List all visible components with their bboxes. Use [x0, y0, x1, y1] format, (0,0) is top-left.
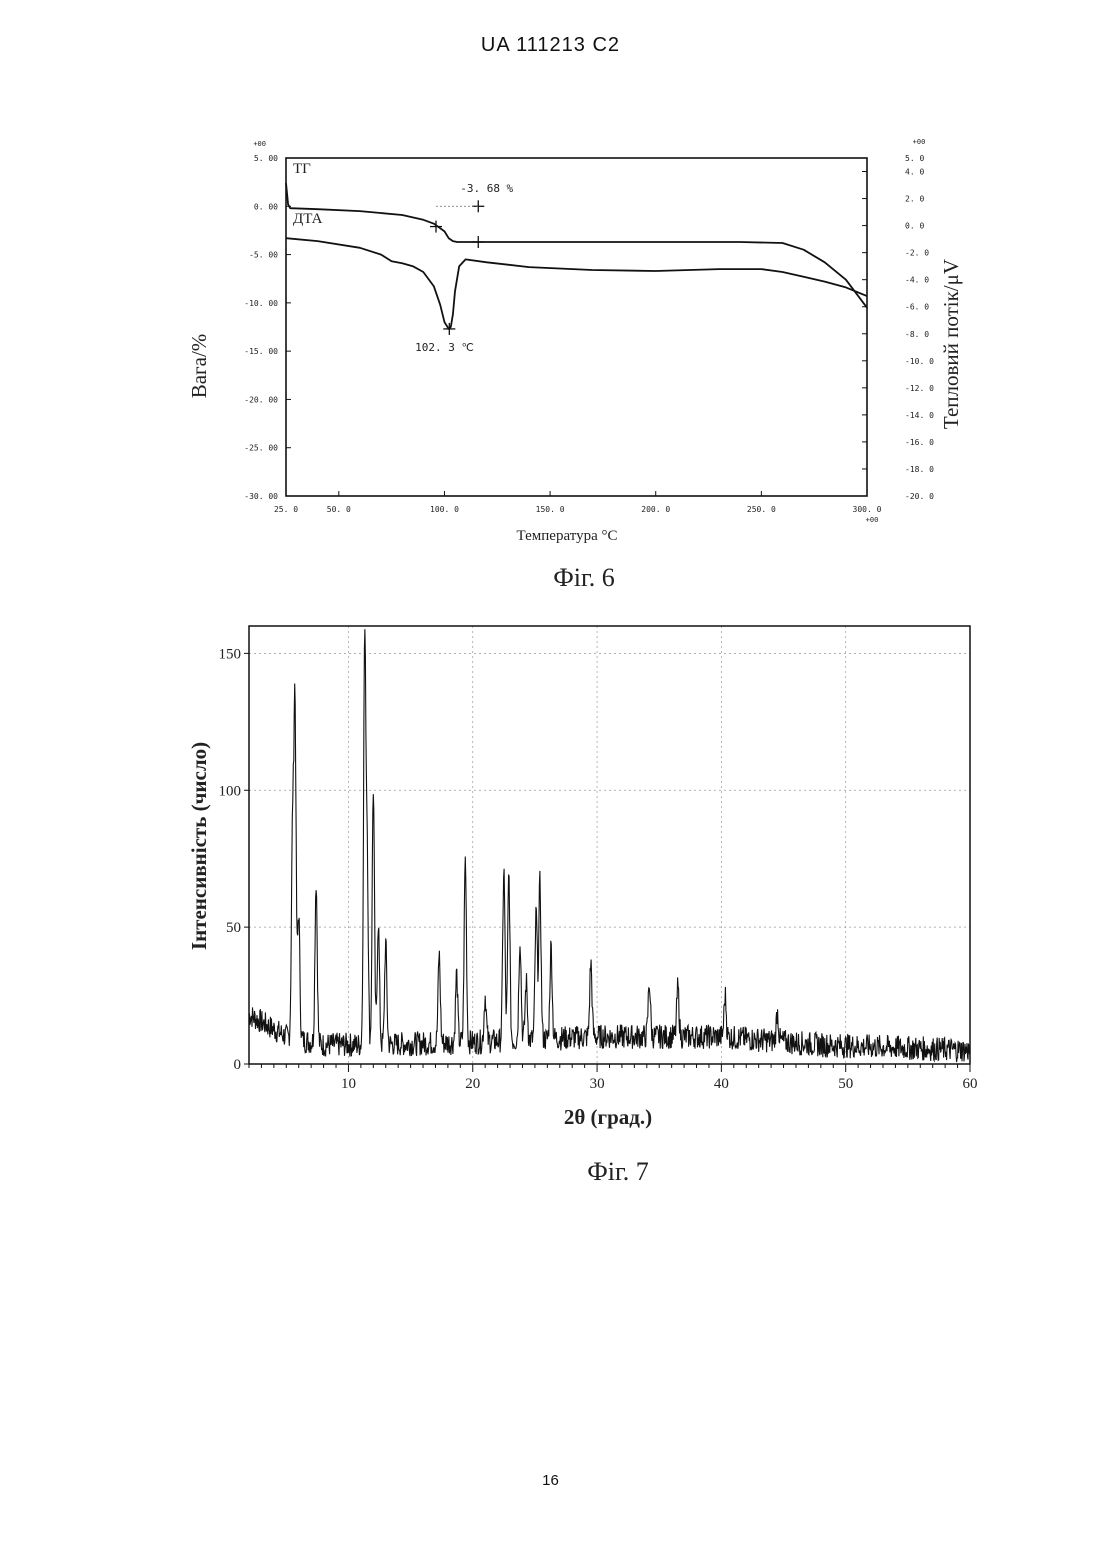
page-number: 16 [0, 1472, 1101, 1489]
x-tick-label: 150. 0 [536, 505, 565, 514]
x-tick-label: 30 [590, 1076, 605, 1092]
y-tick-label: 50 [226, 920, 241, 936]
x-tick-label: 50 [838, 1076, 853, 1092]
x-tick-label: 50. 0 [327, 505, 351, 514]
y-tick-label: 100 [219, 783, 242, 799]
xrd-chart: 10 20 30 40 50 60 0 50 100 150 Інтенсивність (чис… [0, 610, 1101, 1200]
y-right-tick-label: 4. 0 [905, 168, 924, 177]
mass-loss-annotation: -3. 68 % [460, 182, 513, 195]
y-axis-right-label: Тепловий потік/μV [939, 259, 963, 429]
xrd-pattern-line [249, 629, 970, 1062]
dta-series-label: ДТА [293, 211, 323, 227]
x-tick-label: 200. 0 [641, 505, 670, 514]
x-axis-label: 2θ (град.) [564, 1105, 652, 1129]
y-left-tick-label: -20. 00 [244, 395, 278, 404]
x-tick-label: 60 [963, 1076, 978, 1092]
x-tick-label: 300. 0 [853, 505, 882, 514]
y-axis-label: Інтенсивність (число) [187, 742, 211, 950]
y-left-tick-label: -30. 00 [244, 492, 278, 501]
y-tick-label: 0 [234, 1057, 242, 1073]
y-right-tick-label: 5. 0 [905, 154, 924, 163]
figure-6-caption: Фіг. 6 [553, 563, 615, 592]
tg-curve [286, 183, 867, 308]
y-right-tick-label: 2. 0 [905, 195, 924, 204]
document-header: UA 111213 C2 [0, 34, 1101, 57]
y-right-tick-label: -6. 0 [905, 303, 929, 312]
plot-frame [249, 626, 970, 1064]
x-tick-label: 20 [465, 1076, 480, 1092]
tg-series-label: ТГ [293, 161, 311, 177]
y-left-tick-label: -5. 00 [249, 251, 278, 260]
y-left-tick-label: 5. 00 [254, 154, 278, 163]
y-right-tick-label: 0. 0 [905, 222, 924, 231]
thermogram-chart: 25. 0 50. 0 100. 0 150. 0 200. 0 250. 0 300. 0… [0, 130, 1101, 610]
y-left-tick-label: 0. 00 [254, 202, 278, 211]
x-axis-label: Температура °С [517, 528, 618, 544]
x-tick-label: 40 [714, 1076, 729, 1092]
x-tick-label: 100. 0 [430, 505, 459, 514]
x-tick-label: 25. 0 [274, 505, 298, 514]
y-right-exponent-label: +00 [913, 138, 926, 146]
y-right-tick-label: -18. 0 [905, 465, 934, 474]
y-right-tick-label: -4. 0 [905, 276, 929, 285]
y-left-tick-label: -10. 00 [244, 299, 278, 308]
plot-frame [286, 158, 867, 496]
figure-7-caption: Фіг. 7 [587, 1157, 649, 1186]
y-right-tick-label: -2. 0 [905, 249, 929, 258]
y-right-tick-label: -14. 0 [905, 411, 934, 420]
y-left-tick-label: -25. 00 [244, 444, 278, 453]
dta-curve [286, 238, 867, 329]
y-right-tick-label: -20. 0 [905, 492, 934, 501]
y-axis-left-label: Вага/% [187, 334, 211, 399]
y-right-tick-label: -8. 0 [905, 330, 929, 339]
x-exponent-label: +00 [866, 516, 879, 524]
y-left-tick-label: -15. 00 [244, 347, 278, 356]
y-tick-label: 150 [219, 646, 242, 662]
x-tick-label: 250. 0 [747, 505, 776, 514]
y-right-tick-label: -12. 0 [905, 384, 934, 393]
x-tick-label: 10 [341, 1076, 356, 1092]
y-left-exponent-label: +00 [253, 140, 266, 148]
y-right-tick-label: -10. 0 [905, 357, 934, 366]
y-right-tick-label: -16. 0 [905, 438, 934, 447]
peak-temperature-annotation: 102. 3 ℃ [415, 341, 474, 354]
